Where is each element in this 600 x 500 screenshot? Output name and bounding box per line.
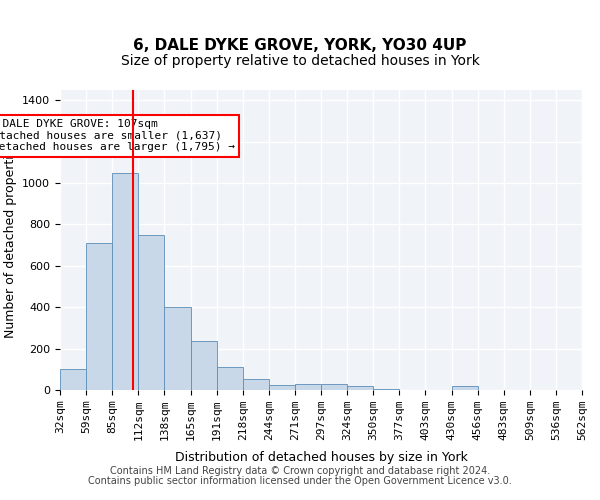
- Bar: [86, 243, 112, 390]
- X-axis label: Distribution of detached houses by size in York: Distribution of detached houses by size …: [175, 452, 467, 464]
- Y-axis label: Number of detached properties: Number of detached properties: [4, 142, 17, 338]
- Text: 6, DALE DYKE GROVE, YORK, YO30 4UP: 6, DALE DYKE GROVE, YORK, YO30 4UP: [133, 38, 467, 52]
- Bar: [164, 307, 191, 390]
- Bar: [347, 386, 373, 390]
- Bar: [191, 342, 217, 390]
- Bar: [139, 235, 164, 390]
- Text: 6 DALE DYKE GROVE: 107sqm
← 47% of detached houses are smaller (1,637)
52% of se: 6 DALE DYKE GROVE: 107sqm ← 47% of detac…: [0, 119, 235, 152]
- Text: Contains public sector information licensed under the Open Government Licence v3: Contains public sector information licen…: [88, 476, 512, 486]
- Bar: [452, 386, 478, 390]
- Bar: [373, 389, 400, 390]
- Bar: [321, 384, 347, 390]
- Bar: [217, 367, 243, 390]
- Bar: [60, 370, 86, 390]
- Text: Size of property relative to detached houses in York: Size of property relative to detached ho…: [121, 54, 479, 68]
- Bar: [295, 384, 321, 390]
- Text: Contains HM Land Registry data © Crown copyright and database right 2024.: Contains HM Land Registry data © Crown c…: [110, 466, 490, 476]
- Bar: [243, 378, 269, 390]
- Bar: [112, 173, 139, 390]
- Bar: [269, 385, 295, 390]
